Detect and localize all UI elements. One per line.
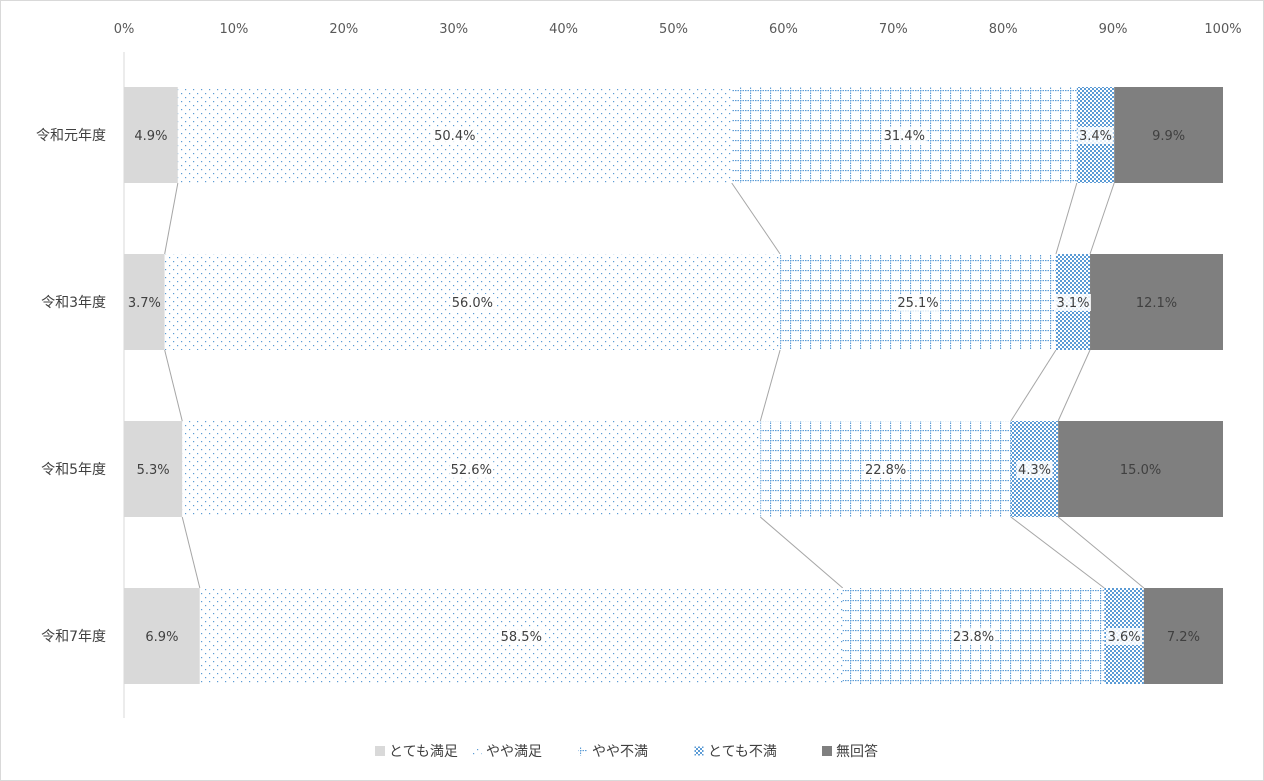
data-label-bg <box>432 127 477 144</box>
legend-swatch <box>577 745 589 757</box>
bars: 4.9% 50.4% 31.4% 3.4% 9.9% 3.7% 56.0% 25.1% 3.1%… <box>124 87 1223 684</box>
series-connector-line <box>1010 349 1057 422</box>
data-label: 15.0% <box>1120 463 1161 478</box>
legend-label: とても満足 <box>389 744 458 760</box>
data-label: 7.2% <box>1167 630 1200 645</box>
x-tick-label: 60% <box>769 22 798 37</box>
data-label: 52.6% <box>451 463 492 478</box>
data-label: 25.1% <box>897 296 938 311</box>
legend-swatch <box>693 745 705 757</box>
series-connectors <box>164 182 1145 589</box>
legend-label: やや満足 <box>486 744 542 760</box>
series-connector-line <box>1057 516 1145 589</box>
series-connector-line <box>1089 182 1115 255</box>
data-label: 3.6% <box>1108 630 1141 645</box>
x-tick-label: 10% <box>219 22 248 37</box>
data-label: 23.8% <box>953 630 994 645</box>
series-connector-line <box>164 349 183 422</box>
data-label: 3.7% <box>128 296 161 311</box>
bar-segment <box>1058 421 1223 517</box>
series-connector-line <box>759 516 844 589</box>
data-label: 22.8% <box>865 463 906 478</box>
x-tick-label: 70% <box>879 22 908 37</box>
data-label: 4.9% <box>134 129 167 144</box>
series-connector-line <box>731 182 781 255</box>
x-tick-label: 100% <box>1204 22 1241 37</box>
x-tick-label: 20% <box>329 22 358 37</box>
legend-label: やや不満 <box>592 744 648 760</box>
legend-swatch <box>822 746 832 756</box>
data-label-bg <box>863 461 908 478</box>
data-label: 50.4% <box>434 129 475 144</box>
x-tick-label: 50% <box>659 22 688 37</box>
series-connector-line <box>759 349 781 422</box>
legend-label: 無回答 <box>836 743 878 760</box>
bar-segment <box>124 588 200 684</box>
series-connector-line <box>181 516 201 589</box>
data-label: 31.4% <box>884 129 925 144</box>
data-label-bg <box>1106 628 1143 645</box>
series-connector-line <box>1055 182 1078 255</box>
bar-segment <box>124 87 178 183</box>
series-connector-line <box>1010 516 1105 589</box>
category-label: 令和5年度 <box>41 462 106 478</box>
data-label-bg <box>450 294 495 311</box>
legend-label: とても不満 <box>708 744 777 760</box>
series-connector-line <box>1057 349 1091 422</box>
bar-segment <box>1090 254 1223 350</box>
data-label: 58.5% <box>501 630 542 645</box>
bar-segment <box>124 421 183 517</box>
data-label-bg <box>499 628 544 645</box>
x-tick-label: 30% <box>439 22 468 37</box>
data-label: 12.1% <box>1136 296 1177 311</box>
legend: とても満足 やや満足 やや不満 とても不満 無回答 <box>375 743 878 760</box>
bar-segment <box>124 254 165 350</box>
data-label-bg <box>1054 294 1091 311</box>
bar-segment <box>1114 87 1223 183</box>
data-label: 9.9% <box>1152 129 1185 144</box>
x-tick-label: 80% <box>989 22 1018 37</box>
bar-segment <box>1143 588 1223 684</box>
data-label: 3.1% <box>1056 296 1089 311</box>
data-label: 56.0% <box>452 296 493 311</box>
legend-swatch <box>471 745 483 757</box>
data-label: 6.9% <box>145 630 178 645</box>
x-tick-label: 40% <box>549 22 578 37</box>
data-label-bg <box>951 628 996 645</box>
data-label: 4.3% <box>1018 463 1051 478</box>
category-label: 令和元年度 <box>36 128 106 144</box>
data-label-bg <box>1077 127 1114 144</box>
category-label: 令和3年度 <box>41 295 106 311</box>
data-label-bg <box>1016 461 1053 478</box>
legend-swatch <box>375 746 385 756</box>
data-label-bg <box>449 461 494 478</box>
x-tick-label: 0% <box>114 22 135 37</box>
x-tick-label: 90% <box>1099 22 1128 37</box>
data-label: 3.4% <box>1079 129 1112 144</box>
series-connector-line <box>164 182 179 255</box>
data-label-bg <box>882 127 927 144</box>
data-label-bg <box>896 294 941 311</box>
category-label: 令和7年度 <box>41 629 106 645</box>
data-label: 5.3% <box>137 463 170 478</box>
